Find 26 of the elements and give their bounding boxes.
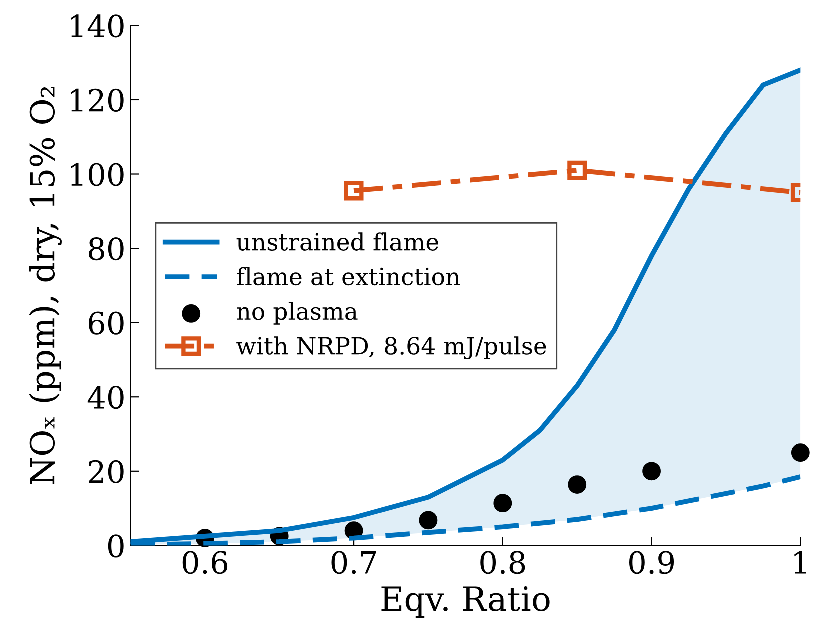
y-tick-label: 60 xyxy=(89,312,124,335)
legend-label: unstrained flame xyxy=(236,232,438,251)
point xyxy=(494,494,512,513)
x-tick-label: 0.7 xyxy=(332,551,376,574)
y-tick-label: 120 xyxy=(71,88,124,112)
x-tick-label: 0.9 xyxy=(630,551,674,574)
x-tick-label: 1 xyxy=(794,551,806,574)
y-tick-label: 40 xyxy=(88,386,124,410)
y-tick-label: 100 xyxy=(71,163,124,186)
y-tick-label: 20 xyxy=(89,460,124,484)
y-tick-label: 0 xyxy=(108,534,124,558)
x-axis-title: Eqv. Ratio xyxy=(382,586,550,618)
point xyxy=(419,511,438,530)
point xyxy=(568,160,588,180)
legend-label: no plasma xyxy=(237,302,358,325)
point xyxy=(791,444,810,462)
y-axis-title: NOₓ (ppm), dry, 15% O₂ xyxy=(29,87,62,485)
y-tick-label: 80 xyxy=(89,237,124,261)
point xyxy=(344,181,364,201)
x-tick-label: 0.6 xyxy=(182,551,228,574)
point xyxy=(642,462,661,481)
point xyxy=(568,476,587,494)
legend-label: flame at extinction xyxy=(237,267,460,286)
legend-label: with NRPD, 8.64 mJ/pulse xyxy=(236,336,546,360)
x-tick-label: 0.8 xyxy=(480,551,526,574)
y-tick-label: 140 xyxy=(71,14,124,38)
